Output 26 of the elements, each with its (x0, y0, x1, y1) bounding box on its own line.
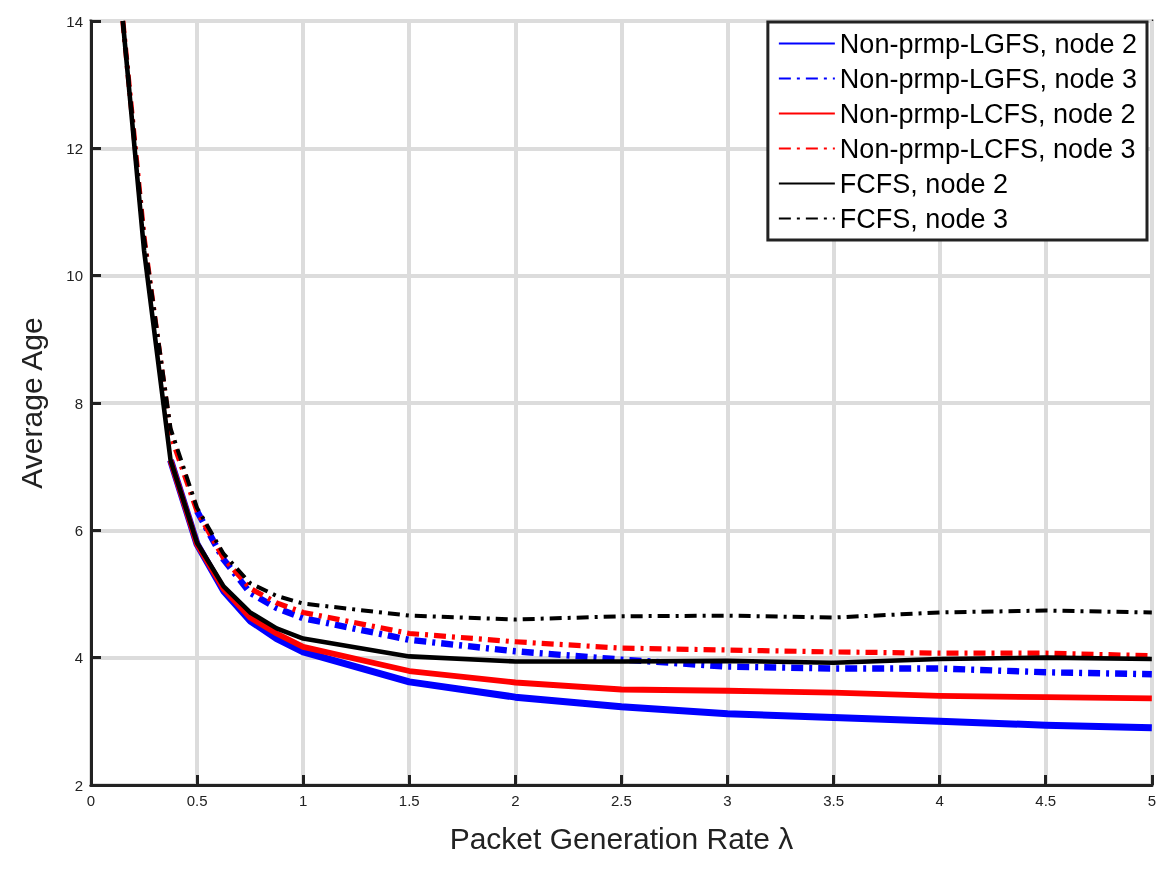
y-tick-label: 8 (74, 394, 83, 412)
y-axis-title: Average Age (14, 317, 48, 489)
x-axis-title: Packet Generation Rate λ (449, 821, 794, 855)
x-tick-label: 3.5 (823, 792, 845, 809)
y-tick-label: 6 (74, 521, 83, 539)
x-tick-label: 0 (86, 792, 96, 809)
x-tick-label: 1.5 (398, 792, 420, 809)
legend-label: FCFS, node 3 (839, 203, 1008, 234)
y-tick-label: 14 (66, 12, 83, 30)
legend-label: Non-prmp-LCFS, node 2 (839, 98, 1136, 129)
legend-label: Non-prmp-LCFS, node 3 (839, 133, 1136, 164)
legend-label: FCFS, node 2 (839, 168, 1008, 199)
legend-label: Non-prmp-LGFS, node 2 (839, 28, 1138, 59)
x-tick-label: 2.5 (610, 792, 632, 809)
x-tick-label: 4 (935, 792, 944, 809)
legend-label: Non-prmp-LGFS, node 3 (839, 63, 1138, 94)
x-tick-label: 3 (723, 792, 732, 809)
y-tick-label: 10 (66, 267, 83, 285)
y-tick-label: 4 (74, 649, 83, 667)
x-tick-label: 5 (1147, 792, 1156, 809)
y-tick-label: 12 (66, 139, 83, 157)
x-tick-label: 0.5 (186, 792, 208, 809)
x-tick-label: 2 (511, 792, 520, 809)
x-tick-label: 4.5 (1035, 792, 1057, 809)
x-tick-label: 1 (298, 792, 308, 809)
y-tick-label: 2 (74, 776, 83, 794)
